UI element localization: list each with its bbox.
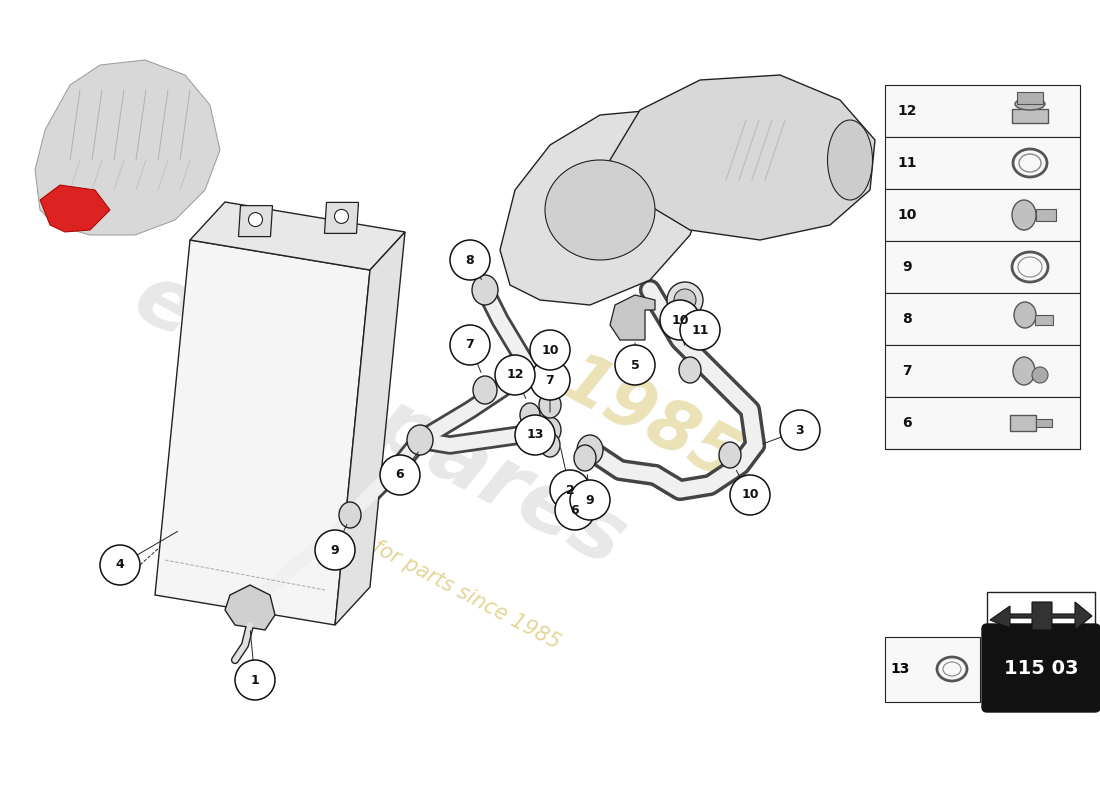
- Bar: [886, 189, 1080, 241]
- Polygon shape: [336, 232, 405, 625]
- Circle shape: [780, 410, 820, 450]
- Bar: [1012, 109, 1048, 123]
- Bar: [886, 293, 1080, 345]
- Text: 7: 7: [465, 338, 474, 351]
- Polygon shape: [155, 240, 370, 625]
- Circle shape: [249, 213, 263, 226]
- Text: 13: 13: [890, 662, 910, 676]
- Text: 13: 13: [526, 429, 543, 442]
- Ellipse shape: [539, 417, 561, 443]
- Ellipse shape: [679, 357, 701, 383]
- Ellipse shape: [1015, 98, 1045, 110]
- Circle shape: [315, 530, 355, 570]
- Circle shape: [515, 415, 556, 455]
- Circle shape: [334, 210, 349, 223]
- FancyBboxPatch shape: [982, 624, 1100, 712]
- Text: 8: 8: [902, 312, 912, 326]
- Circle shape: [680, 310, 720, 350]
- Text: 6: 6: [396, 469, 405, 482]
- Polygon shape: [610, 295, 654, 340]
- Bar: [886, 345, 1080, 397]
- Ellipse shape: [339, 502, 361, 528]
- Text: 9: 9: [331, 543, 339, 557]
- Bar: [1036, 209, 1056, 221]
- Circle shape: [530, 360, 570, 400]
- Text: 5: 5: [630, 358, 639, 371]
- Bar: [1035, 315, 1053, 325]
- Circle shape: [556, 490, 595, 530]
- Polygon shape: [190, 202, 405, 270]
- Circle shape: [100, 545, 140, 585]
- Circle shape: [450, 325, 490, 365]
- Text: a passion for parts since 1985: a passion for parts since 1985: [276, 487, 564, 653]
- Polygon shape: [500, 110, 710, 305]
- Polygon shape: [40, 185, 110, 232]
- Circle shape: [379, 455, 420, 495]
- Text: 9: 9: [585, 494, 594, 506]
- Text: 1985: 1985: [549, 345, 751, 495]
- Text: 10: 10: [671, 314, 689, 326]
- Bar: [1036, 419, 1052, 427]
- Text: eurospares: eurospares: [120, 255, 640, 585]
- Ellipse shape: [407, 425, 433, 455]
- Text: 3: 3: [795, 423, 804, 437]
- Ellipse shape: [1012, 200, 1036, 230]
- Polygon shape: [226, 585, 275, 630]
- Ellipse shape: [578, 435, 603, 465]
- Text: 9: 9: [902, 260, 912, 274]
- Circle shape: [495, 355, 535, 395]
- Polygon shape: [610, 75, 874, 240]
- Text: 8: 8: [465, 254, 474, 266]
- Bar: [1010, 415, 1036, 431]
- Circle shape: [667, 282, 703, 318]
- Ellipse shape: [539, 392, 561, 418]
- Text: 115 03: 115 03: [1003, 658, 1078, 678]
- Circle shape: [570, 480, 611, 520]
- Text: 10: 10: [541, 343, 559, 357]
- Bar: [886, 137, 1080, 189]
- Circle shape: [674, 289, 696, 311]
- Circle shape: [550, 470, 590, 510]
- Circle shape: [235, 660, 275, 700]
- Bar: [886, 397, 1080, 449]
- Circle shape: [450, 240, 490, 280]
- Circle shape: [615, 345, 654, 385]
- Circle shape: [660, 300, 700, 340]
- Ellipse shape: [574, 445, 596, 471]
- Text: 7: 7: [902, 364, 912, 378]
- Text: 10: 10: [898, 208, 916, 222]
- Ellipse shape: [544, 160, 654, 260]
- Ellipse shape: [520, 403, 540, 427]
- Text: 7: 7: [546, 374, 554, 386]
- Text: 12: 12: [506, 369, 524, 382]
- Text: 11: 11: [898, 156, 916, 170]
- Text: 1: 1: [251, 674, 260, 686]
- Polygon shape: [324, 202, 359, 234]
- Ellipse shape: [472, 275, 498, 305]
- Polygon shape: [35, 60, 220, 235]
- Circle shape: [730, 475, 770, 515]
- Bar: [886, 85, 1080, 137]
- Bar: [987, 592, 1094, 634]
- Text: 10: 10: [741, 489, 759, 502]
- Ellipse shape: [540, 433, 560, 457]
- Text: 11: 11: [691, 323, 708, 337]
- Ellipse shape: [1014, 302, 1036, 328]
- Text: 2: 2: [565, 483, 574, 497]
- Polygon shape: [239, 206, 273, 237]
- Text: 6: 6: [571, 503, 580, 517]
- Ellipse shape: [1013, 357, 1035, 385]
- Bar: [1018, 92, 1043, 104]
- Ellipse shape: [719, 442, 741, 468]
- Circle shape: [1032, 367, 1048, 383]
- Bar: [886, 241, 1080, 293]
- Text: 12: 12: [898, 104, 916, 118]
- Ellipse shape: [473, 376, 497, 404]
- Bar: [886, 637, 980, 702]
- Circle shape: [530, 330, 570, 370]
- Text: 4: 4: [116, 558, 124, 571]
- Polygon shape: [990, 602, 1092, 630]
- Text: 6: 6: [902, 416, 912, 430]
- Ellipse shape: [827, 120, 872, 200]
